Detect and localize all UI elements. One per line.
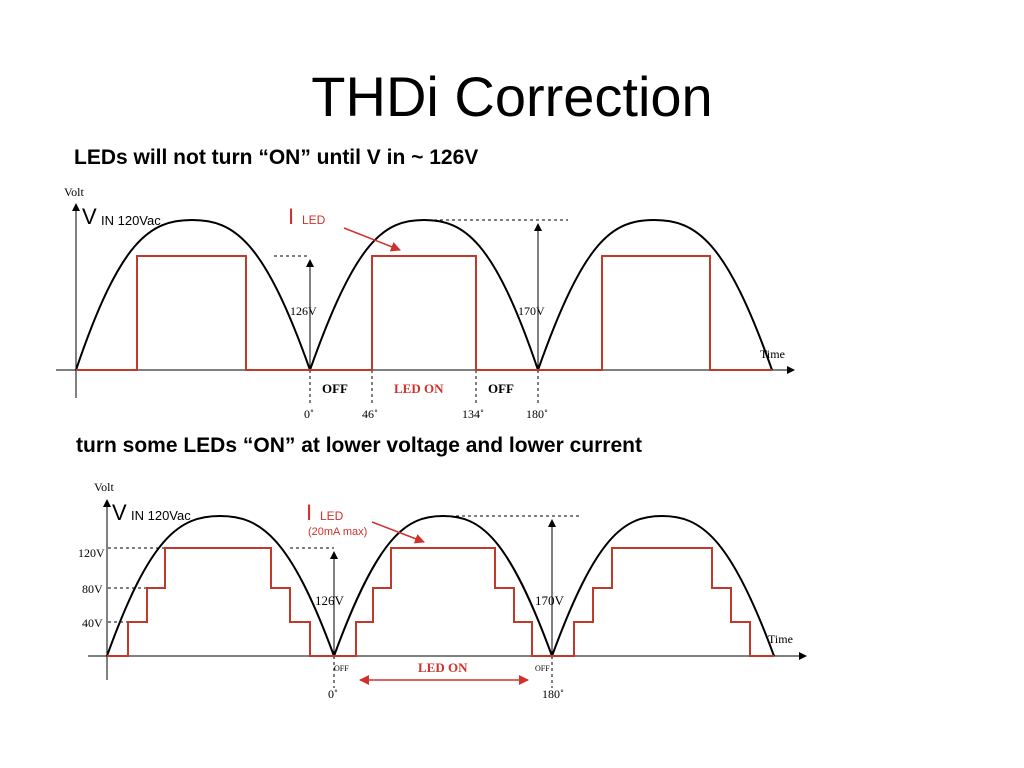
top-y-axis-label: Volt <box>64 185 84 199</box>
bottom-iled-symbol: I <box>306 500 312 525</box>
top-diagram: Volt Time V IN 120Vac I LED 126V 170V OF… <box>56 185 795 421</box>
top-iled-pointer <box>343 227 401 252</box>
bottom-vin-label: IN 120Vac <box>131 508 191 523</box>
top-vin-symbol: V <box>82 204 97 229</box>
bottom-level-120: 120V <box>78 546 105 560</box>
bottom-x-axis-label: Time <box>768 632 793 646</box>
top-iled-symbol: I <box>288 204 294 229</box>
caption-top: LEDs will not turn “ON” until V in ~ 126… <box>74 146 479 169</box>
bottom-off-right: OFF <box>535 664 550 673</box>
top-vin-label: IN 120Vac <box>101 213 161 228</box>
bottom-level-40: 40V <box>82 616 103 630</box>
bottom-iled-pointer <box>371 521 425 544</box>
top-voltage-waveform <box>75 218 773 374</box>
top-peak-label: 170V <box>518 304 545 318</box>
bottom-peak-label: 170V <box>535 593 565 608</box>
bottom-threshold-label: 126V <box>315 593 345 608</box>
bottom-angle-180: 180˚ <box>542 687 564 701</box>
bottom-led-current-waveform <box>107 547 774 657</box>
bottom-angle-0: 0˚ <box>328 687 338 701</box>
bottom-led-on: LED ON <box>418 660 468 675</box>
slide-title: THDi Correction <box>311 65 713 128</box>
top-angle-0: 0˚ <box>304 407 314 421</box>
bottom-iled-label: LED <box>320 509 344 523</box>
bottom-off-left: OFF <box>334 664 349 673</box>
top-x-axis-label: Time <box>760 347 785 361</box>
top-off-left: OFF <box>322 381 348 396</box>
bottom-vin-symbol: V <box>112 500 127 525</box>
top-angle-134: 134˚ <box>462 407 484 421</box>
bottom-voltage-waveform <box>106 514 775 659</box>
top-angle-180: 180˚ <box>526 407 548 421</box>
top-off-right: OFF <box>488 381 514 396</box>
bottom-level-80: 80V <box>82 582 103 596</box>
caption-bottom: turn some LEDs “ON” at lower voltage and… <box>76 434 642 457</box>
top-led-current-waveform <box>76 255 772 371</box>
top-led-on: LED ON <box>394 381 444 396</box>
top-iled-label: LED <box>302 213 326 227</box>
bottom-iled-max: (20mA max) <box>308 526 367 538</box>
top-angle-46: 46˚ <box>362 407 378 421</box>
top-threshold-label: 126V <box>290 304 317 318</box>
bottom-diagram: Volt Time V IN 120Vac I LED (20mA max) 1… <box>78 480 807 701</box>
bottom-y-axis-label: Volt <box>94 480 114 494</box>
